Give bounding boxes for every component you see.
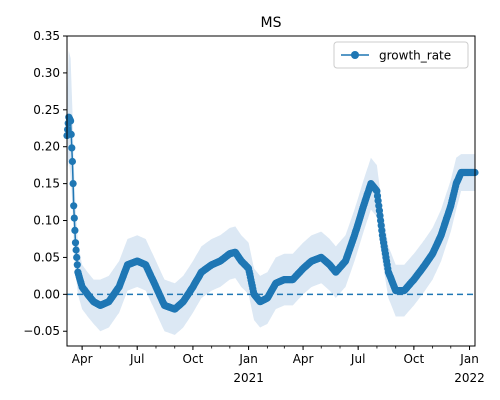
x-tick-label: Jul [129, 352, 144, 366]
confidence-band [67, 50, 475, 335]
growth-rate-markers [63, 113, 479, 313]
x-tick-label: Jan [238, 352, 258, 366]
x-tick-label: Oct [183, 352, 204, 366]
y-tick-label: 0.00 [33, 287, 60, 301]
y-tick-label: 0.25 [33, 103, 60, 117]
data-point [68, 144, 76, 152]
data-point [73, 261, 81, 269]
plot-area [63, 50, 479, 335]
data-point [69, 180, 77, 188]
legend-label: growth_rate [379, 49, 451, 63]
data-point [70, 202, 78, 210]
data-point [72, 246, 80, 254]
y-tick-label: 0.10 [33, 214, 60, 228]
y-tick-label: −0.05 [23, 324, 60, 338]
y-tick-label: 0.20 [33, 140, 60, 154]
x-tick-year-label: 2021 [233, 371, 264, 385]
y-tick-label: 0.15 [33, 177, 60, 191]
axes: −0.05 0.00 0.05 0.10 0.15 0.20 0.25 0.30 0.35 Apr… [23, 29, 485, 385]
y-tick-label: 0.05 [33, 250, 60, 264]
data-point [67, 130, 75, 138]
x-tick-label: Jul [350, 352, 365, 366]
x-tick-label: Apr [72, 352, 93, 366]
legend: growth_rate [333, 41, 469, 69]
data-point [73, 253, 81, 261]
chart-title: MS [261, 15, 282, 31]
data-point [68, 157, 76, 166]
x-tick-year-label: 2022 [454, 371, 485, 385]
y-tick-label: 0.30 [33, 66, 60, 80]
x-tick-label: Apr [293, 352, 314, 366]
data-point [70, 214, 78, 222]
data-point [71, 239, 80, 247]
legend-box [333, 41, 469, 69]
axes-frame [66, 35, 476, 347]
y-tick-label: 0.35 [33, 29, 60, 43]
x-tick-label: Oct [403, 352, 424, 366]
data-point [71, 226, 79, 234]
x-tick-label: Jan [459, 352, 479, 366]
data-point [67, 117, 75, 125]
legend-marker [351, 51, 359, 59]
